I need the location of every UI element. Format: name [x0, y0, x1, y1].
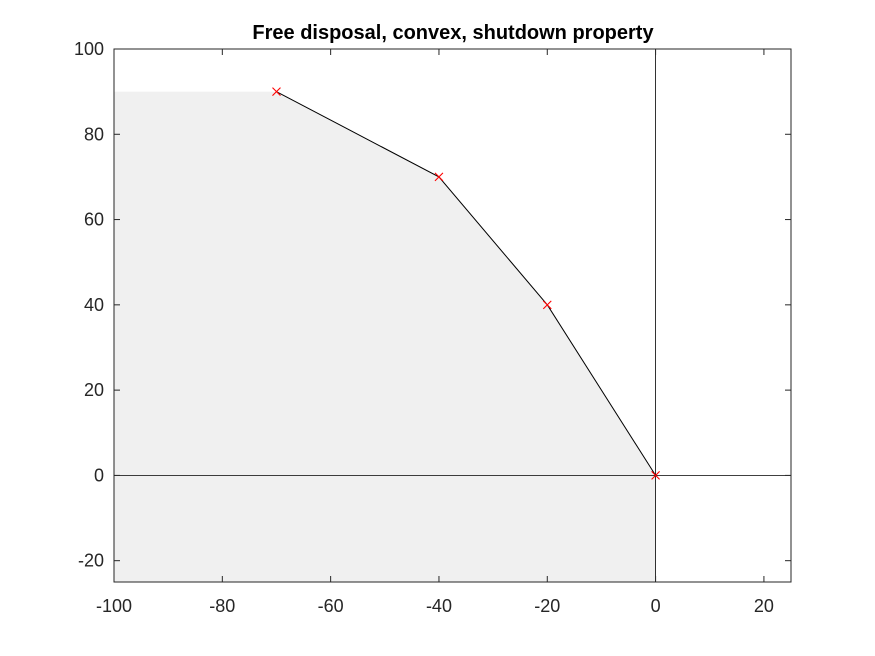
- y-tick-label: 60: [84, 210, 104, 230]
- x-tick-label: -60: [318, 596, 344, 616]
- data-point-marker: [651, 471, 660, 480]
- y-tick-label: 0: [94, 465, 104, 485]
- data-point-marker: [272, 87, 281, 97]
- markers-group: [272, 87, 660, 480]
- x-ticks-group: -100 -80 -60 -40 -20 0 20: [96, 49, 774, 616]
- series-group: [276, 91, 657, 476]
- data-point-marker: [542, 300, 552, 310]
- axes-group: [113, 48, 792, 583]
- reference-lines-group: [114, 49, 791, 582]
- data-point-marker: [434, 172, 444, 182]
- y-tick-label: 80: [84, 124, 104, 144]
- y-tick-label: 40: [84, 295, 104, 315]
- shaded-region-group: [114, 91, 656, 582]
- x-tick-label: 0: [651, 596, 661, 616]
- x-tick-label: -20: [534, 596, 560, 616]
- x-tick-label: -40: [426, 596, 452, 616]
- axes-box: [113, 48, 792, 583]
- y-tick-label: 20: [84, 380, 104, 400]
- y-ticks-group: -20 0 20 40 60 80 100: [74, 39, 791, 571]
- chart-title: Free disposal, convex, shutdown property: [252, 22, 654, 44]
- x-tick-label: 20: [754, 596, 774, 616]
- series-line: [276, 91, 657, 476]
- x-tick-label: -100: [96, 596, 132, 616]
- x-tick-label: -80: [209, 596, 235, 616]
- y-tick-label: 100: [74, 39, 104, 59]
- y-tick-label: -20: [78, 551, 104, 571]
- shaded-region: [114, 91, 656, 582]
